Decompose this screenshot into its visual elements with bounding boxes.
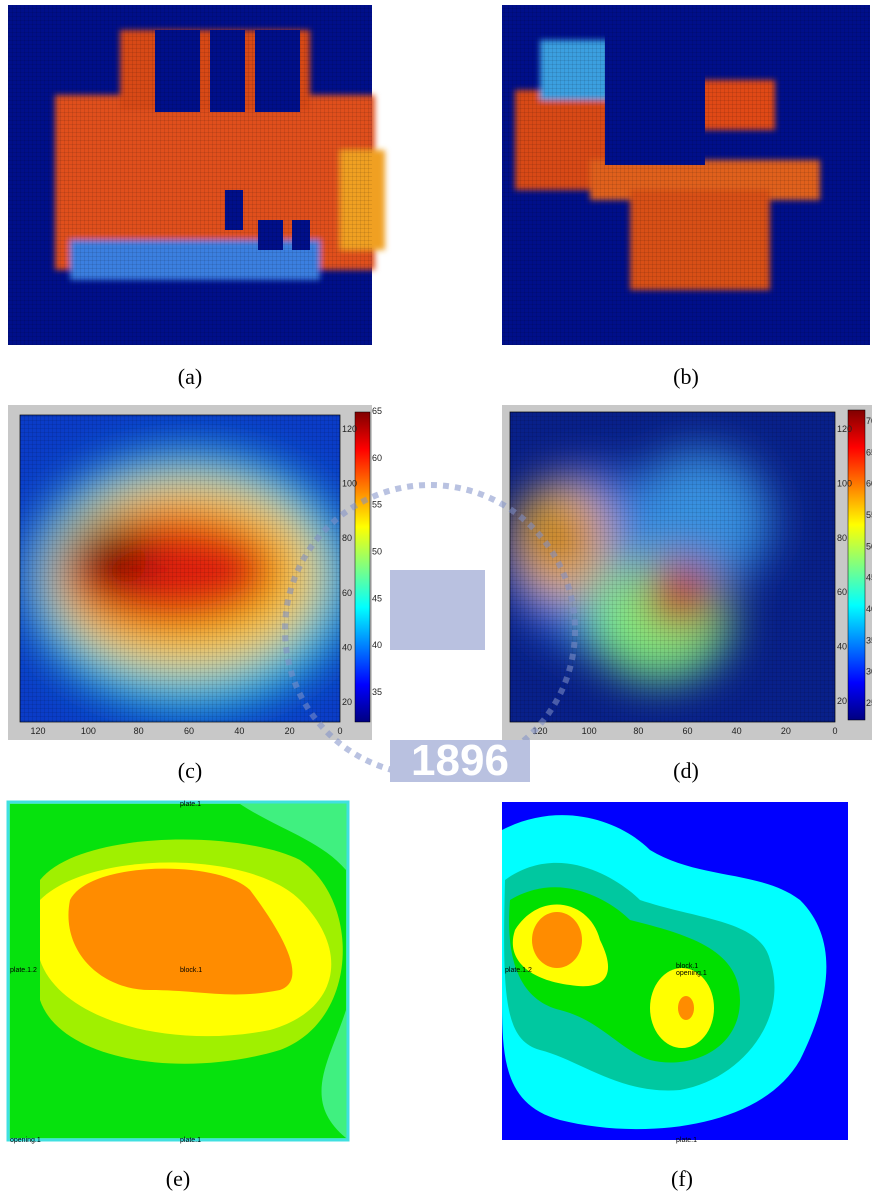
page: 120 100 80 60 40 20 0 120 100 80 60 40 20 65 60 55 50 45 4… <box>0 0 872 1196</box>
colorbar-tick-label: 40 <box>866 604 872 614</box>
x-tick-label: 100 <box>81 726 96 736</box>
y-tick-label: 20 <box>342 697 352 707</box>
x-tick-label: 60 <box>184 726 194 736</box>
region-label: plate.1 <box>180 801 201 808</box>
caption: (c) <box>178 758 202 783</box>
y-tick-label: 100 <box>837 478 852 488</box>
x-tick-label: 80 <box>633 726 643 736</box>
panel-c: 120 100 80 60 40 20 0 120 100 80 60 40 20 65 60 55 50 45 4… <box>8 405 382 740</box>
colorbar-tick-label: 55 <box>866 510 872 520</box>
colorbar-tick-label: 65 <box>866 447 872 457</box>
colorbar-tick-label: 65 <box>372 406 382 416</box>
caption: (f) <box>671 1166 693 1191</box>
colorbar-tick-label: 60 <box>866 479 872 489</box>
y-tick-label: 40 <box>837 642 847 652</box>
caption: (e) <box>166 1166 190 1191</box>
region-label: opening.1 <box>10 1137 41 1144</box>
y-tick-label: 120 <box>837 424 852 434</box>
x-tick-label: 0 <box>337 726 342 736</box>
x-tick-label: 40 <box>234 726 244 736</box>
y-tick-label: 60 <box>342 588 352 598</box>
x-tick-label: 20 <box>781 726 791 736</box>
colorbar-tick-label: 35 <box>866 635 872 645</box>
x-tick-label: 100 <box>582 726 597 736</box>
x-tick-label: 20 <box>285 726 295 736</box>
panel-a <box>8 5 385 345</box>
colorbar-tick-label: 70 <box>866 416 872 426</box>
colorbar-tick-label: 60 <box>372 453 382 463</box>
y-tick-label: 120 <box>342 424 357 434</box>
watermark-text: 1896 <box>411 736 509 785</box>
panel-f <box>502 802 848 1140</box>
caption: (a) <box>178 364 202 389</box>
panel-b <box>502 5 870 345</box>
region-label: plate.1.2 <box>10 967 37 974</box>
region-label: plate.1.2 <box>505 967 532 974</box>
y-tick-label: 40 <box>342 642 352 652</box>
y-tick-label: 80 <box>342 533 352 543</box>
region-label: opening.1 <box>676 970 707 977</box>
colorbar-tick-label: 25 <box>866 698 872 708</box>
colorbar-tick-label: 45 <box>866 573 872 583</box>
colorbar-tick-label: 30 <box>866 667 872 677</box>
colorbar-tick-label: 50 <box>866 541 872 551</box>
x-tick-label: 80 <box>134 726 144 736</box>
panel-e <box>8 802 348 1140</box>
colorbar-tick-label: 50 <box>372 547 382 557</box>
region-label: block.1 <box>180 967 202 974</box>
region-label: plate.1 <box>180 1137 201 1144</box>
x-tick-label: 0 <box>832 726 837 736</box>
caption: (b) <box>673 364 699 389</box>
region-label: block.1 <box>676 963 698 970</box>
figure: 120 100 80 60 40 20 0 120 100 80 60 40 20 65 60 55 50 45 4… <box>0 0 872 1196</box>
x-tick-label: 40 <box>732 726 742 736</box>
colorbar-tick-label: 40 <box>372 640 382 650</box>
y-tick-label: 100 <box>342 479 357 489</box>
colorbar-tick-label: 35 <box>372 687 382 697</box>
y-tick-label: 60 <box>837 587 847 597</box>
panel-d: 1201008060402001201008060402070656055504… <box>502 405 872 740</box>
x-tick-label: 60 <box>682 726 692 736</box>
colorbar-tick-label: 45 <box>372 593 382 603</box>
region-label: plate.1 <box>676 1137 697 1144</box>
colorbar-tick-label: 55 <box>372 500 382 510</box>
y-tick-label: 80 <box>837 533 847 543</box>
x-tick-label: 120 <box>30 726 45 736</box>
caption: (d) <box>673 758 699 783</box>
y-tick-label: 20 <box>837 696 847 706</box>
